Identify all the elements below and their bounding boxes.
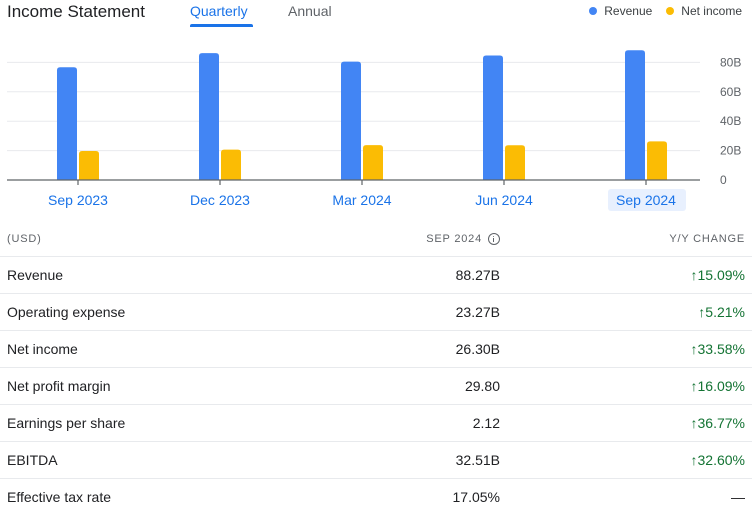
revenue-bar[interactable] (625, 50, 645, 180)
row-change: — (731, 489, 745, 505)
row-change-value: 5.21% (705, 304, 745, 320)
selected-period-highlight (608, 189, 686, 211)
revenue-bar[interactable] (341, 61, 361, 180)
y-tick-label: 0 (720, 173, 727, 187)
arrow-up-icon: ↑ (690, 267, 698, 283)
row-change: ↑15.09% (691, 267, 745, 283)
row-value: 26.30B (455, 341, 500, 357)
x-tick-label[interactable]: Sep 2023 (48, 192, 108, 208)
page-title: Income Statement (7, 2, 145, 21)
table-row: Earnings per share 2.12 ↑36.77% (0, 405, 752, 442)
table-row: Net income 26.30B ↑33.58% (0, 331, 752, 368)
row-change: ↑16.09% (691, 378, 745, 394)
row-change-value: — (731, 489, 745, 505)
row-change: ↑33.58% (691, 341, 745, 357)
currency-header: (USD) (7, 233, 42, 245)
revenue-legend-dot (589, 7, 598, 15)
bar-chart: 0 20B 40B 60B 80B Sep 2023 Dec 2023 Mar 2024 Jun… (0, 28, 752, 223)
yoy-change-header: Y/Y CHANGE (669, 233, 745, 245)
row-label: Earnings per share (7, 415, 126, 431)
legend-item-revenue: Revenue (589, 4, 652, 18)
row-value: 32.51B (455, 452, 500, 468)
arrow-up-icon: ↑ (698, 304, 706, 320)
net-income-legend-dot (666, 7, 675, 15)
arrow-up-icon: ↑ (690, 415, 698, 431)
x-tick-label[interactable]: Dec 2023 (190, 192, 250, 208)
row-change-value: 16.09% (697, 378, 745, 394)
arrow-up-icon: ↑ (690, 341, 698, 357)
row-label: Revenue (7, 267, 64, 283)
x-tick-label[interactable]: Jun 2024 (475, 192, 533, 208)
row-change-value: 33.58% (697, 341, 745, 357)
income-statement-header: Income Statement Quarterly Annual Revenu… (0, 0, 752, 28)
net-income-bar[interactable] (505, 145, 525, 180)
y-tick-label: 80B (720, 55, 741, 69)
net-income-bar[interactable] (221, 149, 241, 180)
table-body: Revenue 88.27B ↑15.09% Operating expense 23.… (0, 257, 752, 509)
tab-quarterly[interactable]: Quarterly (190, 3, 248, 19)
active-tab-indicator (190, 24, 253, 27)
period-header-label: SEP 2024 (426, 233, 482, 245)
legend-label-revenue: Revenue (604, 4, 653, 18)
row-value: 2.12 (472, 415, 500, 431)
row-change-value: 36.77% (697, 415, 745, 431)
x-tick-label[interactable]: Mar 2024 (332, 192, 391, 208)
chart-legend: Revenue Net income (575, 4, 742, 18)
table-row: Net profit margin 29.80 ↑16.09% (0, 368, 752, 405)
revenue-bar[interactable] (199, 53, 219, 180)
net-income-bar[interactable] (363, 145, 383, 180)
row-label: Operating expense (7, 304, 126, 320)
net-income-bar[interactable] (647, 141, 667, 180)
legend-item-net-income: Net income (666, 4, 742, 18)
bar-chart-svg: 0 20B 40B 60B 80B Sep 2023 Dec 2023 Mar 2024 Jun… (7, 50, 741, 208)
row-value: 17.05% (452, 489, 500, 505)
row-value: 88.27B (455, 267, 500, 283)
row-label: Effective tax rate (7, 489, 112, 505)
row-value: 29.80 (464, 378, 500, 394)
row-change-value: 15.09% (697, 267, 745, 283)
row-change: ↑36.77% (691, 415, 745, 431)
arrow-up-icon: ↑ (690, 452, 698, 468)
table-row: EBITDA 32.51B ↑32.60% (0, 442, 752, 479)
row-change: ↑5.21% (698, 304, 745, 320)
tab-annual[interactable]: Annual (288, 3, 332, 19)
net-income-bar[interactable] (79, 151, 99, 180)
arrow-up-icon: ↑ (690, 378, 698, 394)
row-change: ↑32.60% (691, 452, 745, 468)
table-row: Operating expense 23.27B ↑5.21% (0, 294, 752, 331)
y-tick-label: 20B (720, 144, 741, 158)
table-header: (USD) SEP 2024 Y/Y CHANGE (0, 222, 752, 257)
table-row: Effective tax rate 17.05% — (0, 479, 752, 509)
table-row: Revenue 88.27B ↑15.09% (0, 257, 752, 294)
info-icon[interactable] (488, 233, 500, 245)
period-header: SEP 2024 (426, 233, 500, 245)
y-tick-label: 60B (720, 85, 741, 99)
legend-label-net-income: Net income (681, 4, 742, 18)
revenue-bar[interactable] (57, 67, 77, 180)
row-label: EBITDA (7, 452, 58, 468)
income-table: (USD) SEP 2024 Y/Y CHANGE Revenue 88.27B ↑… (0, 222, 752, 509)
y-tick-label: 40B (720, 114, 741, 128)
revenue-bar[interactable] (483, 55, 503, 180)
row-label: Net income (7, 341, 78, 357)
row-label: Net profit margin (7, 378, 111, 394)
row-change-value: 32.60% (697, 452, 745, 468)
x-tick-label[interactable]: Sep 2024 (616, 192, 676, 208)
row-value: 23.27B (455, 304, 500, 320)
